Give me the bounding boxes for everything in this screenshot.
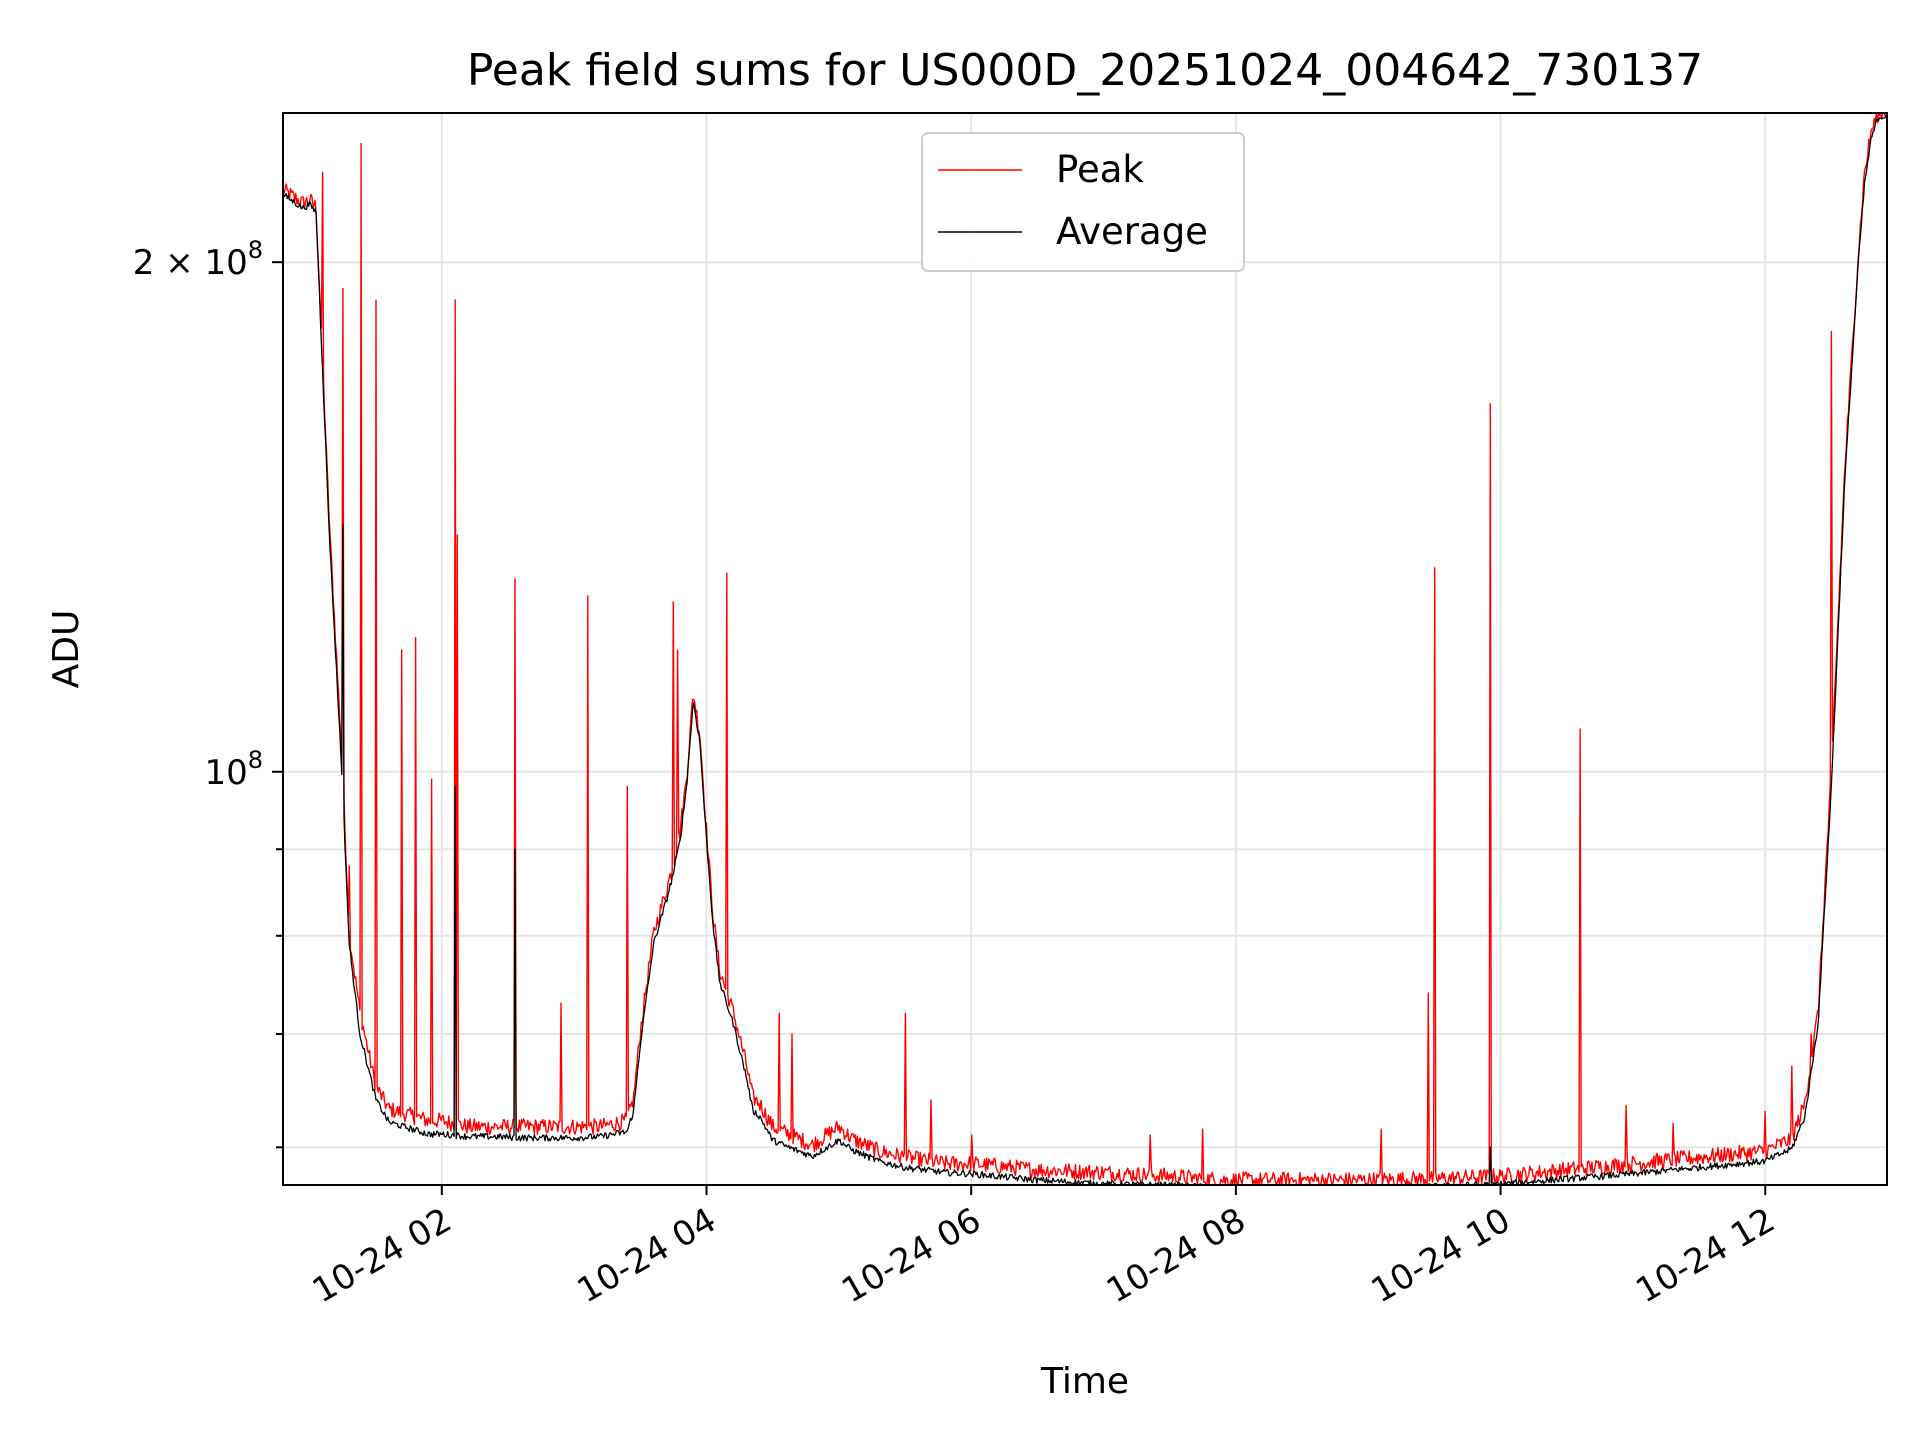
y-tick-label: 2 × 108 <box>133 236 263 283</box>
grid <box>283 113 1887 1185</box>
y-tick-base: 10 <box>204 243 247 283</box>
x-axis-label: Time <box>1040 1361 1129 1402</box>
y-tick-coef: 2 × <box>133 243 205 283</box>
legend-box <box>921 132 1245 272</box>
series-average <box>282 114 1888 1186</box>
chart-title: Peak field sums for US000D_20251024_0046… <box>467 45 1703 96</box>
series-layer <box>282 112 1888 1186</box>
series-line-peak <box>282 112 1888 1186</box>
legend-label-peak: Peak <box>1056 148 1144 191</box>
plot-frame <box>282 112 1888 1186</box>
y-tick-base: 10 <box>204 753 247 793</box>
legend-label-average: Average <box>1056 210 1208 253</box>
y-axis-label: ADU <box>46 610 87 689</box>
series-peak <box>282 112 1888 1186</box>
series-line-average <box>282 114 1888 1186</box>
legend: Peak Average <box>921 132 1245 272</box>
y-tick-label: 108 <box>204 746 263 793</box>
y-tick-exponent: 8 <box>248 236 263 264</box>
y-tick-exponent: 8 <box>248 746 263 774</box>
